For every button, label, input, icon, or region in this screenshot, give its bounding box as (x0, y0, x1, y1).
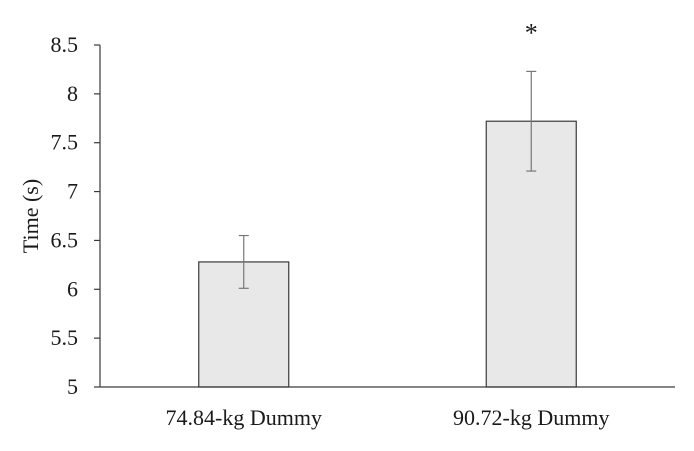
error-bars (238, 70, 537, 289)
x-category-label: 74.84-kg Dummy (166, 405, 322, 430)
y-tick-label: 8.5 (51, 32, 79, 57)
x-category-label: 90.72-kg Dummy (453, 405, 609, 430)
y-tick-label: 5 (67, 374, 78, 399)
significance-marker: * (525, 18, 538, 47)
y-axis-title: Time (s) (18, 179, 43, 253)
y-axis-ticks: 5 5.5 6 6.5 7 7.5 8 8.5 (51, 32, 100, 399)
y-tick-label: 7 (67, 179, 78, 204)
y-tick-label: 7.5 (51, 130, 79, 155)
y-tick-label: 6 (67, 276, 78, 301)
x-axis-categories: 74.84-kg Dummy 90.72-kg Dummy (166, 405, 610, 430)
y-tick-label: 8 (67, 81, 78, 106)
y-tick-label: 5.5 (51, 325, 79, 350)
annotations: * (525, 18, 538, 47)
y-tick-label: 6.5 (51, 227, 79, 252)
bars (198, 120, 577, 388)
